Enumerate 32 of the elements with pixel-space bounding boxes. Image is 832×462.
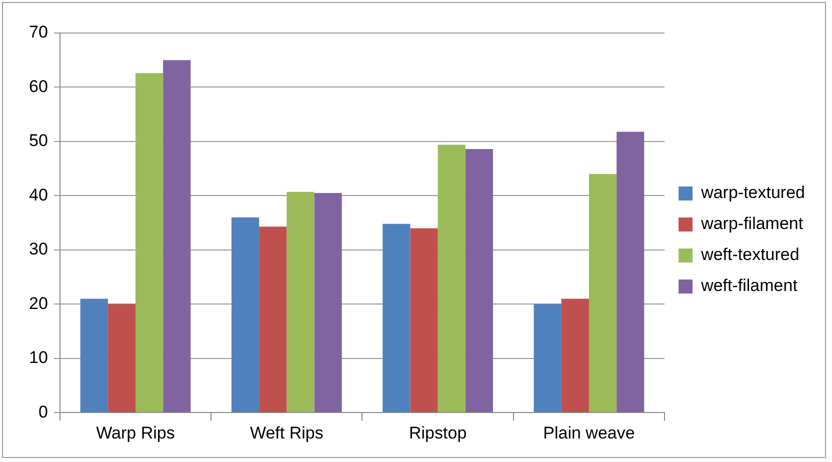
bar: [259, 226, 287, 412]
bar: [561, 298, 589, 412]
y-tick-label: 40: [28, 185, 48, 204]
bar: [108, 304, 136, 412]
bar: [382, 224, 410, 412]
bar: [588, 174, 617, 412]
bar: [465, 149, 493, 412]
legend-label: weft-textured: [700, 245, 800, 264]
y-tick-label: 20: [28, 294, 48, 313]
bar: [286, 192, 314, 412]
bar: [616, 132, 644, 412]
bar: [410, 228, 438, 412]
bar: [534, 304, 562, 412]
y-tick-label: 0: [38, 402, 48, 422]
bar: [80, 298, 108, 412]
y-tick-label: 60: [28, 76, 48, 96]
y-tick-label: 50: [28, 131, 48, 150]
x-tick-label: Weft Rips: [250, 423, 324, 442]
legend-label: warp-textured: [700, 183, 806, 202]
bar: [135, 73, 164, 412]
y-tick-label: 70: [28, 22, 48, 42]
x-tick-label: Ripstop: [409, 423, 467, 442]
bar: [314, 192, 342, 412]
legend-label: warp-filament: [700, 214, 804, 234]
bar: [163, 60, 191, 412]
x-tick-label: Warp Rips: [96, 423, 175, 442]
y-tick-label: 30: [28, 240, 48, 259]
legend-label: weft-filament: [700, 276, 798, 296]
bar: [231, 217, 260, 412]
x-tick-label: Plain weave: [543, 423, 635, 442]
bar: [438, 144, 466, 412]
y-tick-label: 10: [28, 348, 48, 368]
